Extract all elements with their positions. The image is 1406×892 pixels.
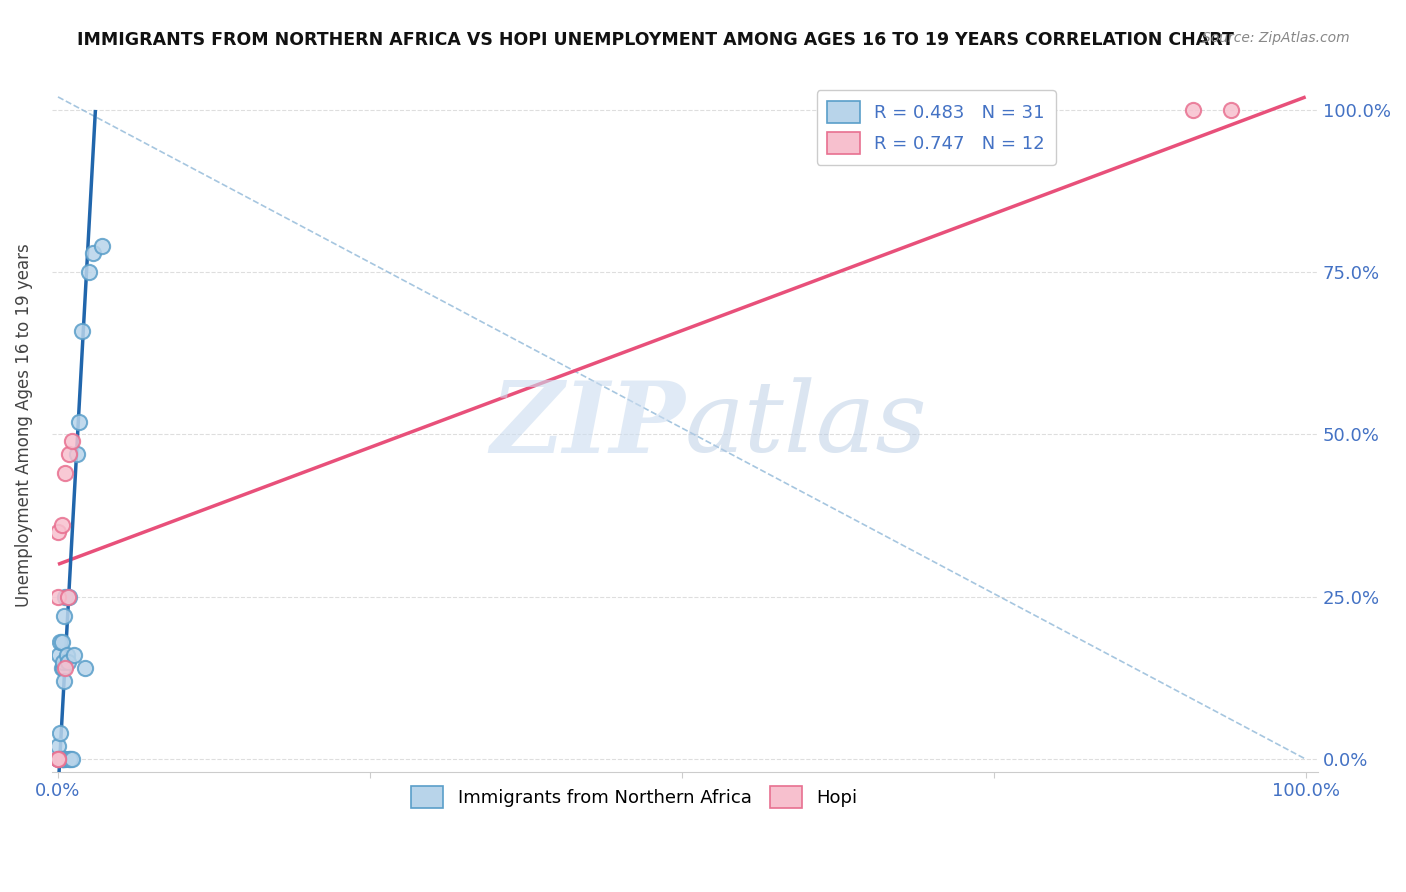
Point <box>66 447 89 461</box>
Point <box>55 752 77 766</box>
Point <box>46 524 69 539</box>
Point <box>67 415 90 429</box>
Point <box>51 518 73 533</box>
Point <box>82 245 104 260</box>
Point <box>58 447 80 461</box>
Point <box>48 752 70 766</box>
Point <box>60 752 83 766</box>
Point <box>46 752 69 766</box>
Legend: Immigrants from Northern Africa, Hopi: Immigrants from Northern Africa, Hopi <box>404 779 865 815</box>
Point <box>63 648 86 663</box>
Point <box>55 661 77 675</box>
Point <box>51 635 73 649</box>
Point <box>52 752 75 766</box>
Point <box>53 609 76 624</box>
Point <box>59 752 82 766</box>
Point <box>77 265 100 279</box>
Point <box>52 661 75 675</box>
Point <box>52 752 75 766</box>
Point <box>51 752 73 766</box>
Point <box>60 434 83 448</box>
Text: Source: ZipAtlas.com: Source: ZipAtlas.com <box>1202 31 1350 45</box>
Point <box>55 467 77 481</box>
Text: IMMIGRANTS FROM NORTHERN AFRICA VS HOPI UNEMPLOYMENT AMONG AGES 16 TO 19 YEARS C: IMMIGRANTS FROM NORTHERN AFRICA VS HOPI … <box>77 31 1234 49</box>
Point <box>46 752 69 766</box>
Point <box>49 726 72 740</box>
Text: atlas: atlas <box>685 377 928 473</box>
Point <box>1182 103 1205 117</box>
Point <box>75 661 97 675</box>
Point <box>49 635 72 649</box>
Point <box>51 661 73 675</box>
Point <box>56 590 79 604</box>
Point <box>56 655 79 669</box>
Point <box>1219 103 1241 117</box>
Point <box>58 590 80 604</box>
Point <box>53 674 76 689</box>
Point <box>46 752 69 766</box>
Point <box>58 752 80 766</box>
Point <box>46 590 69 604</box>
Point <box>70 324 93 338</box>
Point <box>48 648 70 663</box>
Point <box>55 590 77 604</box>
Point <box>55 648 77 663</box>
Point <box>90 239 112 253</box>
Point <box>46 739 69 753</box>
Y-axis label: Unemployment Among Ages 16 to 19 years: Unemployment Among Ages 16 to 19 years <box>15 243 32 607</box>
Point <box>52 655 75 669</box>
Text: ZIP: ZIP <box>489 376 685 473</box>
